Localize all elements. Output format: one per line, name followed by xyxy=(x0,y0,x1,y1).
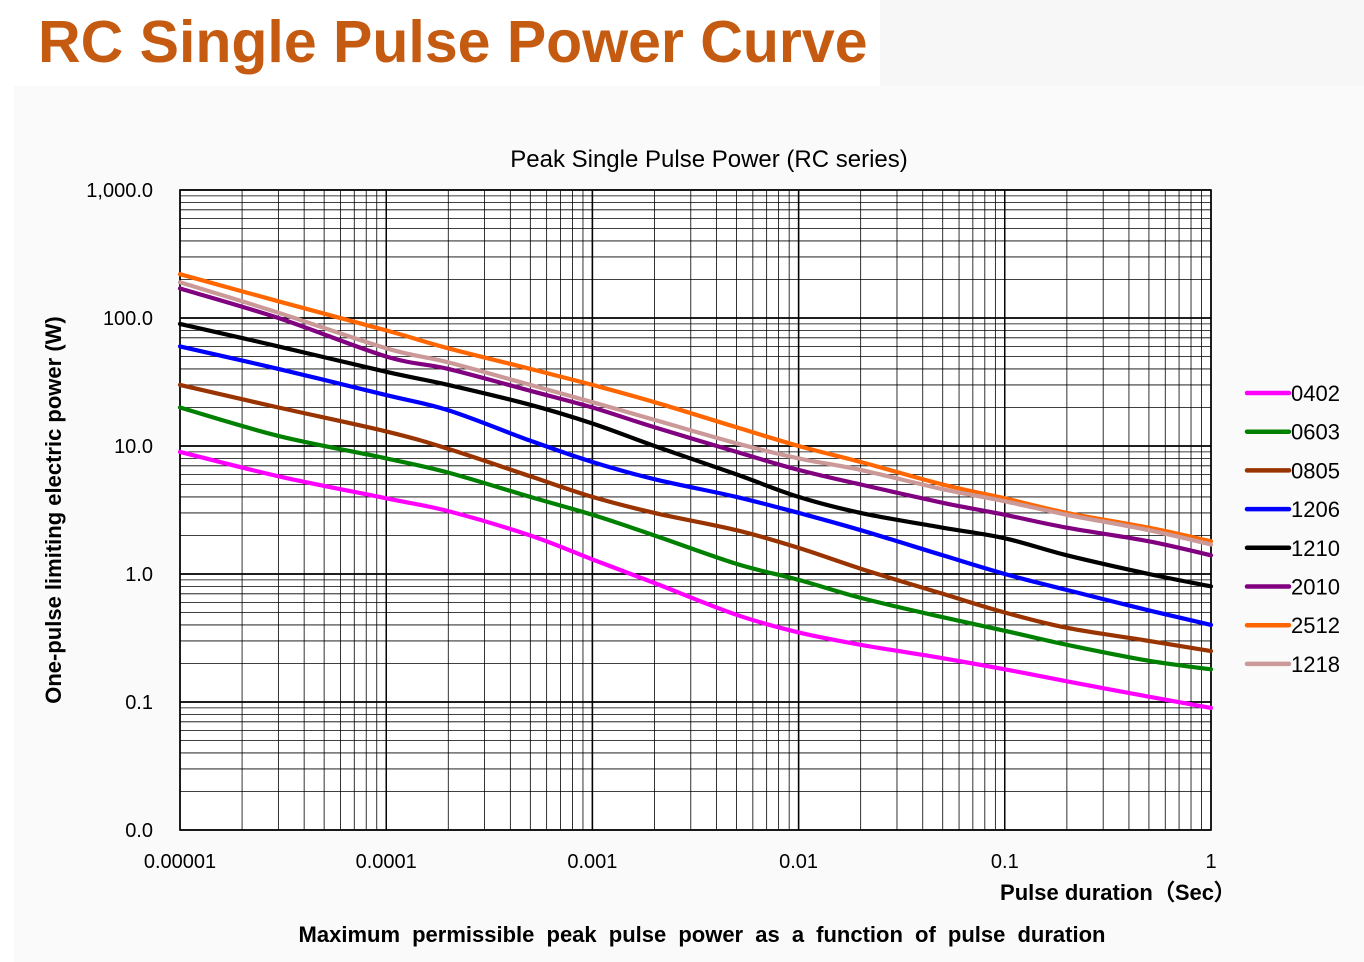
y-tick-label: 10.0 xyxy=(114,436,153,458)
y-tick-label: 0.1 xyxy=(125,692,153,714)
chart-title: Peak Single Pulse Power (RC series) xyxy=(510,146,908,173)
x-tick-label: 0.001 xyxy=(567,851,617,873)
y-tick-label: 100.0 xyxy=(103,308,153,330)
title-band xyxy=(880,0,1364,86)
series-line-0402 xyxy=(177,449,1214,710)
legend-label-0603: 0603 xyxy=(1291,420,1340,445)
legend-label-0805: 0805 xyxy=(1291,458,1340,483)
y-axis-title: One-pulse limiting electric power (W) xyxy=(41,316,66,704)
x-axis-title: Pulse duration（Sec） xyxy=(1000,880,1236,905)
series-line-2512 xyxy=(177,272,1214,544)
legend-label-1206: 1206 xyxy=(1291,497,1340,522)
series-line-1206 xyxy=(177,344,1214,627)
legend-label-2010: 2010 xyxy=(1291,575,1340,600)
legend: 0402 0603 0805 1206 1210 2010 2512 1218 xyxy=(1244,381,1340,677)
x-tick-label: 0.0001 xyxy=(356,851,417,873)
series-line-1218 xyxy=(177,280,1214,547)
x-tick-label: 0.01 xyxy=(779,851,818,873)
y-tick-label: 0.0 xyxy=(125,820,153,842)
legend-label-2512: 2512 xyxy=(1291,613,1340,638)
chart-caption: Maximum permissible peak pulse power as … xyxy=(299,922,1106,947)
series-line-0603 xyxy=(177,405,1214,672)
grid xyxy=(179,189,1212,831)
legend-label-1210: 1210 xyxy=(1291,536,1340,561)
legend-label-1218: 1218 xyxy=(1291,652,1340,677)
series-lines xyxy=(177,272,1214,710)
legend-label-0402: 0402 xyxy=(1291,381,1340,406)
series-line-0805 xyxy=(177,382,1214,654)
tick-labels: 0.00001 0.0001 0.001 0.01 0.1 1 1,000.0 100.0 10… xyxy=(86,180,1216,873)
plot-border xyxy=(179,189,1212,831)
series-line-2010 xyxy=(177,286,1214,558)
slide-title: RC Single Pulse Power Curve xyxy=(38,9,868,75)
series-line-1210 xyxy=(177,321,1214,589)
x-tick-label: 0.1 xyxy=(991,851,1019,873)
y-tick-label: 1.0 xyxy=(125,564,153,586)
x-tick-label: 1 xyxy=(1205,851,1216,873)
x-tick-label: 0.00001 xyxy=(144,851,216,873)
y-tick-label: 1,000.0 xyxy=(86,180,153,202)
